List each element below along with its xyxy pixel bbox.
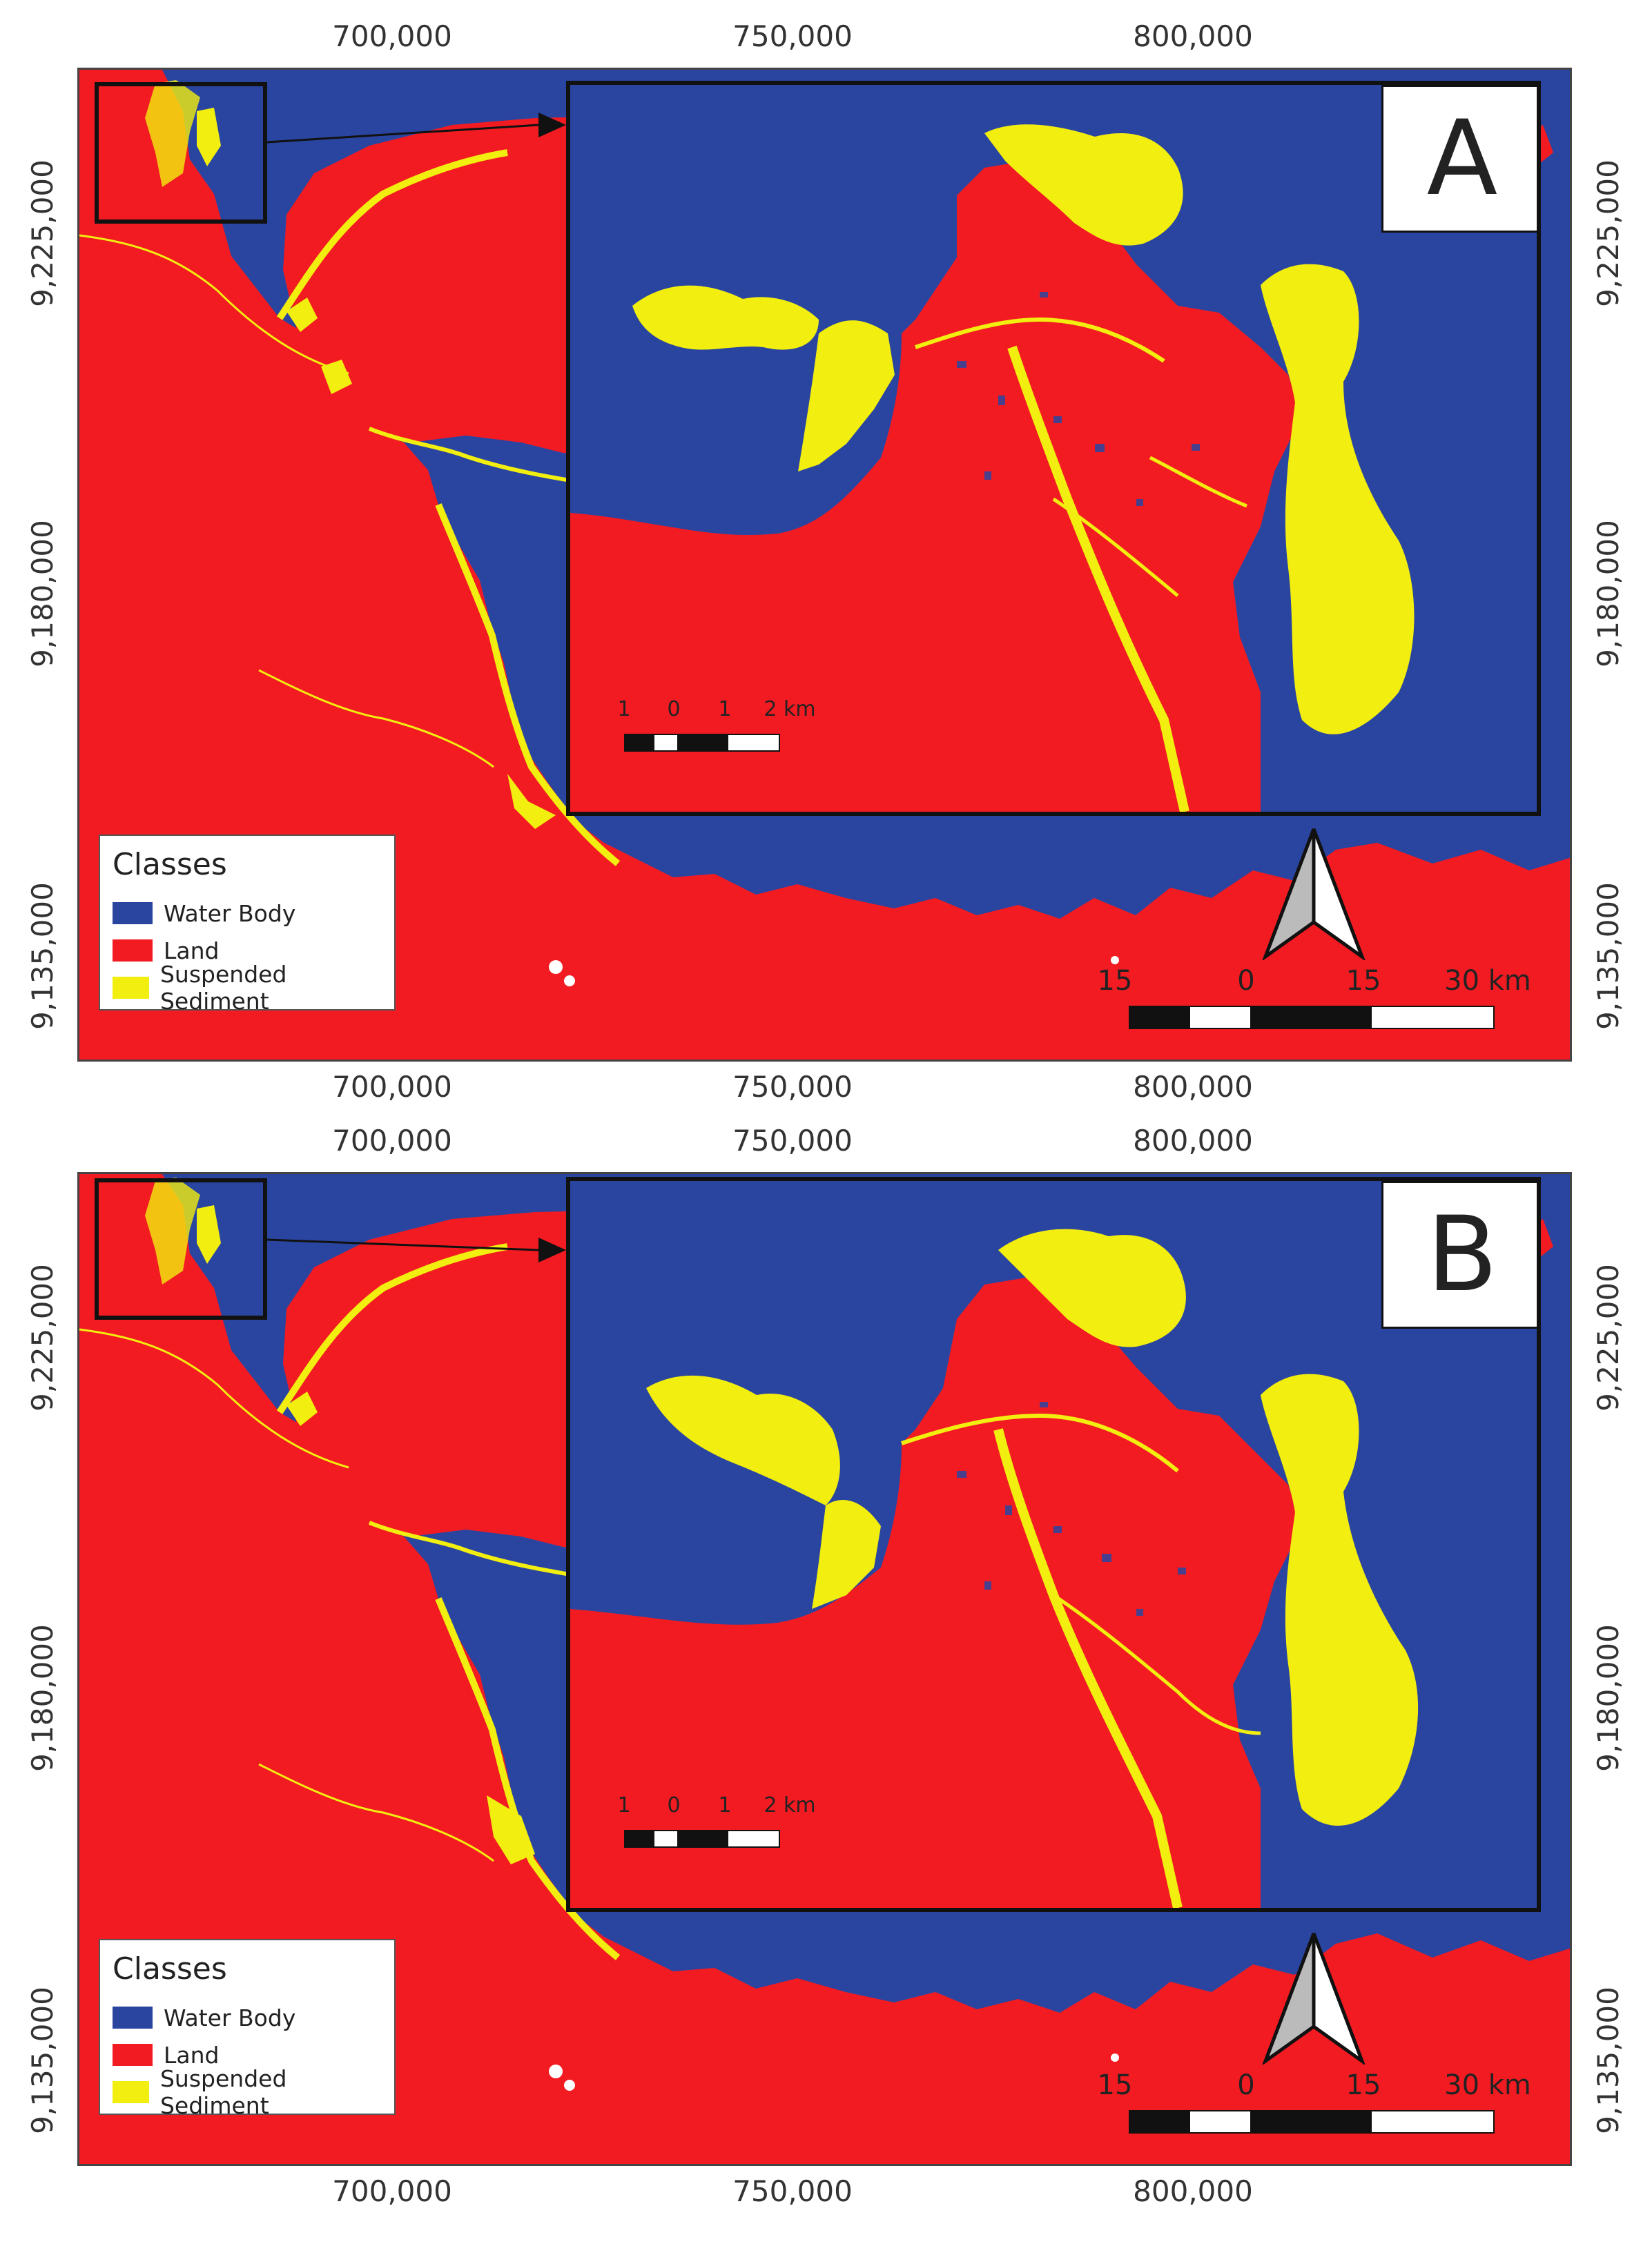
main-scale-bar: 15 0 15 30 km <box>1097 965 1531 1043</box>
north-arrow-icon <box>1262 828 1366 960</box>
scale-segments <box>1129 2110 1495 2134</box>
legend-item: Land <box>113 2036 382 2074</box>
y-tick-left: 9,135,000 <box>26 882 59 1030</box>
scale-label: 0 <box>1237 965 1255 997</box>
scale-label: 30 km <box>1444 965 1531 997</box>
legend-item: Suspended Sediment <box>113 2065 382 2119</box>
suspended-sediment-swatch <box>113 977 149 999</box>
classification-map: B 1 0 1 2 km Classes Water Body <box>77 1172 1572 2166</box>
y-tick-right: 9,225,000 <box>1591 1264 1625 1412</box>
y-tick-left: 9,225,000 <box>26 1264 59 1412</box>
map-panel-a: 700,000 750,000 800,000 700,000 750,000 … <box>0 0 1652 1104</box>
scale-label: 15 <box>1345 965 1381 997</box>
legend-item: Suspended Sediment <box>113 961 382 1015</box>
north-arrow-icon <box>1262 1933 1366 2065</box>
y-tick-right: 9,225,000 <box>1591 159 1625 307</box>
suspended-sediment-swatch <box>113 2081 149 2103</box>
y-tick-left: 9,225,000 <box>26 159 59 307</box>
x-tick-bottom: 700,000 <box>332 2174 452 2208</box>
y-tick-right: 9,135,000 <box>1591 882 1625 1030</box>
inset-map: B 1 0 1 2 km <box>566 1177 1541 1912</box>
land-swatch <box>113 2044 153 2066</box>
y-tick-left: 9,180,000 <box>26 520 59 667</box>
x-tick-bottom: 800,000 <box>1133 1070 1253 1104</box>
inset-scale-label: 1 <box>617 1793 631 1817</box>
inset-scale-label: 2 km <box>764 1793 816 1817</box>
legend-item: Land <box>113 932 382 969</box>
scale-label: 15 <box>1097 965 1133 997</box>
y-tick-right: 9,180,000 <box>1591 1624 1625 1772</box>
inset-scale-label: 1 <box>718 1793 732 1817</box>
inset-scale-segments <box>624 734 780 752</box>
legend-label: Water Body <box>164 899 296 927</box>
panel-label-a: A <box>1381 85 1537 233</box>
x-tick-top: 750,000 <box>732 19 853 53</box>
x-tick-top: 800,000 <box>1133 1124 1253 1158</box>
scale-label: 0 <box>1237 2069 1255 2101</box>
legend-title: Classes <box>113 847 227 882</box>
inset-classified-map <box>570 85 1537 812</box>
inset-scale-bar: 1 0 1 2 km <box>617 697 816 775</box>
legend-label: Suspended Sediment <box>159 2065 287 2119</box>
inset-scale-bar: 1 0 1 2 km <box>617 1793 816 1871</box>
map-panel-b: 700,000 750,000 800,000 700,000 750,000 … <box>0 1104 1652 2209</box>
legend-title: Classes <box>113 1951 227 1987</box>
inset-classified-map <box>570 1181 1537 1908</box>
y-tick-left: 9,135,000 <box>26 1987 59 2134</box>
land-swatch <box>113 939 153 962</box>
inset-map: A 1 0 1 2 km <box>566 81 1541 816</box>
inset-locator-box <box>95 1178 267 1320</box>
water-body-swatch <box>113 2007 153 2029</box>
y-tick-right: 9,180,000 <box>1591 520 1625 667</box>
x-tick-top: 700,000 <box>332 19 452 53</box>
inset-scale-label: 1 <box>718 697 732 721</box>
y-tick-right: 9,135,000 <box>1591 1987 1625 2134</box>
legend-item: Water Body <box>113 1999 382 2036</box>
scale-segments <box>1129 1006 1495 1029</box>
y-tick-left: 9,180,000 <box>26 1624 59 1772</box>
legend-item: Water Body <box>113 895 382 932</box>
inset-scale-label: 1 <box>617 697 631 721</box>
classification-map: A 1 0 1 2 km Classes Water Body <box>77 68 1572 1062</box>
inset-scale-label: 0 <box>667 1793 681 1817</box>
x-tick-bottom: 700,000 <box>332 1070 452 1104</box>
inset-scale-label: 2 km <box>764 697 816 721</box>
x-tick-bottom: 800,000 <box>1133 2174 1253 2208</box>
x-tick-top: 800,000 <box>1133 19 1253 53</box>
inset-locator-box <box>95 82 267 224</box>
scale-label: 30 km <box>1444 2069 1531 2101</box>
x-tick-top: 700,000 <box>332 1124 452 1158</box>
scale-label: 15 <box>1345 2069 1381 2101</box>
legend-label: Suspended Sediment <box>159 961 287 1015</box>
x-tick-top: 750,000 <box>732 1124 853 1158</box>
map-legend: Classes Water Body Land Suspended Sedime… <box>99 835 396 1015</box>
scale-label: 15 <box>1097 2069 1133 2101</box>
x-tick-bottom: 750,000 <box>732 1070 853 1104</box>
inset-scale-segments <box>624 1830 780 1848</box>
legend-label: Land <box>164 937 220 964</box>
inset-scale-label: 0 <box>667 697 681 721</box>
panel-label-b: B <box>1381 1181 1537 1329</box>
x-tick-bottom: 750,000 <box>732 2174 853 2208</box>
water-body-swatch <box>113 902 153 924</box>
map-legend: Classes Water Body Land Suspended Sedime… <box>99 1939 396 2119</box>
main-scale-bar: 15 0 15 30 km <box>1097 2069 1531 2147</box>
legend-label: Land <box>164 2041 220 2069</box>
legend-label: Water Body <box>164 2004 296 2031</box>
